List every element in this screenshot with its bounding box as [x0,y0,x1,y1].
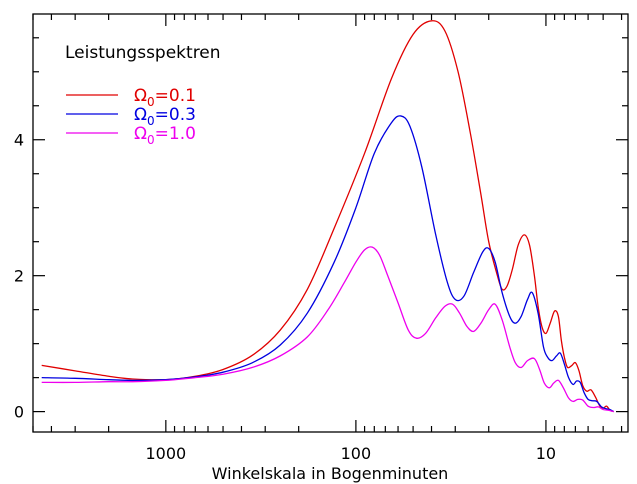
legend-label: Ω0=0.1 [134,86,196,109]
axis-ticks [32,14,628,432]
series-omega-0-1-line [41,20,614,413]
legend-title: Leistungsspektren [65,43,221,63]
series-omega-1-0-line [41,246,614,413]
legend-label: Ω0=0.3 [134,105,196,128]
x-tick-label: 1000 [145,444,186,463]
x-tick-label: 100 [341,444,372,463]
x-tick-label: 10 [536,444,556,463]
series-group [41,20,615,413]
y-tick-label: 0 [14,403,24,422]
x-axis-label: Winkelskala in Bogenminuten [212,464,449,483]
legend-label: Ω0=1.0 [134,124,196,147]
legend: Ω0=0.1Ω0=0.3Ω0=1.0 [66,86,196,147]
series-omega-0-3-line [41,115,615,413]
plot-frame [32,13,629,433]
y-tick-label: 2 [14,267,24,286]
y-tick-label: 4 [14,131,24,150]
